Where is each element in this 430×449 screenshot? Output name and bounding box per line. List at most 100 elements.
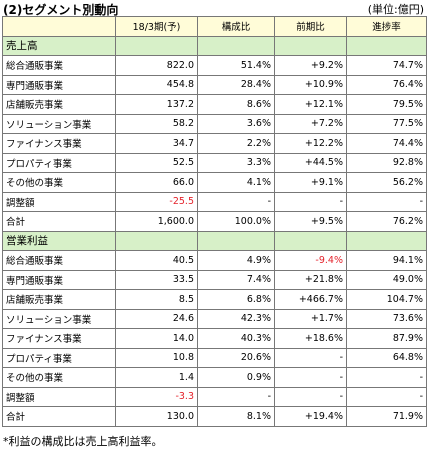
row-name-cell: ファイナンス事業 [2,328,116,349]
section-empty-cell [346,35,427,56]
progress-cell: 94.1% [346,250,427,271]
table-row: ファイナンス事業 14.0 40.3% +18.6% 87.9% [2,328,427,349]
row-name-cell: 専門通販事業 [2,74,116,95]
table-row: 専門通販事業 33.5 7.4% +21.8% 49.0% [2,269,427,290]
section-empty-cell [197,230,275,251]
section-empty-cell [274,35,347,56]
progress-cell: 56.2% [346,172,427,193]
row-name-cell: 店舗販売事業 [2,94,116,115]
table-row: その他の事業 1.4 0.9% - - [2,367,427,388]
forecast-cell: 52.5 [115,152,198,173]
row-name-cell: ソリューション事業 [2,113,116,134]
yoy-cell: - [274,367,347,388]
table-row: ソリューション事業 58.2 3.6% +7.2% 77.5% [2,113,427,134]
row-name-cell: プロパティ事業 [2,152,116,173]
header-cell-progress: 進捗率 [346,16,427,37]
composition-cell: 28.4% [197,74,275,95]
composition-cell: 51.4% [197,55,275,76]
progress-cell: 73.6% [346,308,427,329]
yoy-cell: +9.2% [274,55,347,76]
unit-label: (単位:億円) [367,3,424,16]
composition-cell: 4.1% [197,172,275,193]
progress-cell: 76.4% [346,74,427,95]
progress-cell: 64.8% [346,347,427,368]
forecast-cell: 10.8 [115,347,198,368]
yoy-cell: +19.4% [274,406,347,427]
row-name-cell: 調整額 [2,191,116,212]
progress-cell: 79.5% [346,94,427,115]
section-label: 売上高 [2,35,116,56]
row-name-cell: 専門通販事業 [2,269,116,290]
page-title: (2)セグメント別動向 [3,3,119,17]
composition-cell: 40.3% [197,328,275,349]
table-row: 店舗販売事業 8.5 6.8% +466.7% 104.7% [2,289,427,310]
forecast-cell: 130.0 [115,406,198,427]
header-row: 18/3期(予) 構成比 前期比 進捗率 [2,16,427,37]
progress-cell: 71.9% [346,406,427,427]
progress-cell: 74.4% [346,133,427,154]
yoy-cell: - [274,386,347,407]
header-cell-composition: 構成比 [197,16,275,37]
row-name-cell: 合計 [2,406,116,427]
footnote: *利益の構成比は売上高利益率。 [3,435,163,448]
yoy-cell: +44.5% [274,152,347,173]
progress-cell: 92.8% [346,152,427,173]
yoy-cell: - [274,191,347,212]
composition-cell: 0.9% [197,367,275,388]
composition-cell: 7.4% [197,269,275,290]
table-row: プロパティ事業 10.8 20.6% -64.8% [2,347,427,368]
forecast-cell: -3.3 [115,386,198,407]
row-name-cell: 合計 [2,211,116,232]
composition-cell: 20.6% [197,347,275,368]
yoy-cell: +9.5% [274,211,347,232]
composition-cell: 6.8% [197,289,275,310]
row-name-cell: 総合通販事業 [2,250,116,271]
forecast-cell: 34.7 [115,133,198,154]
forecast-cell: 8.5 [115,289,198,310]
section-label: 営業利益 [2,230,116,251]
header-cell-forecast: 18/3期(予) [115,16,198,37]
yoy-cell: +18.6% [274,328,347,349]
forecast-cell: 58.2 [115,113,198,134]
forecast-cell: 822.0 [115,55,198,76]
row-name-cell: ファイナンス事業 [2,133,116,154]
progress-cell: 77.5% [346,113,427,134]
composition-cell: - [197,191,275,212]
forecast-cell: 1,600.0 [115,211,198,232]
yoy-cell: +466.7% [274,289,347,310]
segment-table: 18/3期(予) 構成比 前期比 進捗率 売上高 総合通販事業 822.0 51.4%… [2,16,427,427]
table-row: 総合通販事業 822.0 51.4% +9.2% 74.7% [2,55,427,76]
yoy-cell: +12.2% [274,133,347,154]
row-name-cell: 店舗販売事業 [2,289,116,310]
composition-cell: 3.3% [197,152,275,173]
table-row: プロパティ事業 52.5 3.3% +44.5% 92.8% [2,152,427,173]
section-header-row: 売上高 [2,35,427,56]
section-empty-cell [115,230,198,251]
progress-cell: - [346,367,427,388]
progress-cell: 76.2% [346,211,427,232]
row-name-cell: その他の事業 [2,172,116,193]
row-name-cell: 総合通販事業 [2,55,116,76]
header-cell-blank [2,16,116,37]
progress-cell: - [346,191,427,212]
row-name-cell: プロパティ事業 [2,347,116,368]
table-row: ファイナンス事業 34.7 2.2% +12.2% 74.4% [2,133,427,154]
forecast-cell: 14.0 [115,328,198,349]
progress-cell: - [346,386,427,407]
table-row: 調整額 -3.3- - - [2,386,427,407]
composition-cell: 4.9% [197,250,275,271]
composition-cell: 42.3% [197,308,275,329]
yoy-cell: +9.1% [274,172,347,193]
yoy-cell: +7.2% [274,113,347,134]
forecast-cell: 454.8 [115,74,198,95]
progress-cell: 74.7% [346,55,427,76]
table-body: 売上高 総合通販事業 822.0 51.4% +9.2% 74.7% 専門通販事業 454.8… [2,35,427,427]
header-cell-yoy: 前期比 [274,16,347,37]
row-name-cell: 調整額 [2,386,116,407]
forecast-cell: 1.4 [115,367,198,388]
table-row: 合計 1,600.0 100.0% +9.5% 76.2% [2,211,427,232]
yoy-cell: +21.8% [274,269,347,290]
progress-cell: 104.7% [346,289,427,310]
table-row: 合計 130.0 8.1% +19.4% 71.9% [2,406,427,427]
table-row: ソリューション事業 24.6 42.3% +1.7% 73.6% [2,308,427,329]
